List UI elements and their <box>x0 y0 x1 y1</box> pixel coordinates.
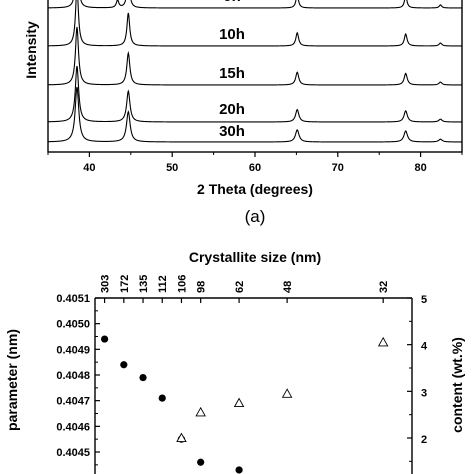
lattice-parameter-axis-label: parameter (nm) <box>4 329 20 431</box>
left-tick-label: 0.4047 <box>56 396 90 408</box>
top-tick-label: 62 <box>234 281 246 293</box>
xrd-x-ticks: 40 50 60 70 80 <box>47 152 463 174</box>
left-tick-label: 0.4050 <box>56 319 90 331</box>
top-tick-label: 48 <box>282 281 294 293</box>
right-tick-label: 4 <box>421 341 428 353</box>
top-tick-label: 172 <box>119 275 131 293</box>
left-tick-label: 0.4049 <box>56 344 90 356</box>
content-point <box>233 397 245 408</box>
lattice-parameter-point <box>139 373 147 382</box>
crystallite-size-ticks: 303 172 135 112 106 98 62 48 32 <box>100 275 390 303</box>
xrd-trace-30h <box>47 86 462 143</box>
xrd-trace-15h <box>48 26 462 86</box>
lattice-parameter-ticks: 0.4051 0.4050 0.4049 0.4048 0.4047 0.4046 0.40… <box>56 293 100 466</box>
content-point <box>281 388 293 398</box>
lattice-parameter-point <box>235 466 243 474</box>
xrd-trace-0h <box>48 0 462 9</box>
left-tick-label: 0.4051 <box>56 293 90 305</box>
sample-label-20h: 20h <box>219 101 245 118</box>
lattice-parameter-point <box>197 458 205 466</box>
top-tick-label: 32 <box>378 281 390 293</box>
content-point <box>176 432 187 443</box>
top-tick-label: 112 <box>157 275 169 293</box>
xrd-x-tick-label: 40 <box>83 162 95 174</box>
xrd-panel: 40 50 60 70 80 0h 10h 15h 20h 30h Intensity 2 Th… <box>23 0 463 226</box>
sample-label-10h: 10h <box>219 26 245 43</box>
lattice-parameter-point <box>120 361 128 369</box>
sample-label-0h: 0h <box>223 0 241 5</box>
xrd-traces <box>47 0 462 143</box>
sample-label-15h: 15h <box>219 65 245 82</box>
content-ticks: 5 4 3 2 <box>407 294 428 462</box>
left-tick-label: 0.4046 <box>56 421 90 433</box>
right-tick-label: 5 <box>421 294 427 306</box>
content-axis-label: content (wt.%) <box>449 337 465 433</box>
content-points <box>176 336 389 443</box>
xrd-x-tick-label: 50 <box>166 162 178 174</box>
sample-label-30h: 30h <box>219 123 245 140</box>
xrd-plot-frame <box>47 0 463 153</box>
lattice-panel: Crystallite size (nm) 303 172 135 112 106 98 6… <box>4 249 465 474</box>
top-tick-label: 106 <box>176 275 188 293</box>
top-tick-label: 98 <box>196 281 208 293</box>
xrd-x-axis-label: 2 Theta (degrees) <box>197 181 313 197</box>
lattice-parameter-points <box>101 335 243 474</box>
xrd-y-axis-label: Intensity <box>23 21 39 79</box>
content-point <box>377 336 389 347</box>
xrd-trace-10h <box>47 0 462 47</box>
left-tick-label: 0.4048 <box>56 370 90 382</box>
content-point <box>195 406 206 417</box>
xrd-sample-labels: 0h 10h 15h 20h 30h <box>219 0 245 140</box>
right-tick-label: 3 <box>421 387 427 399</box>
right-tick-label: 2 <box>421 434 427 446</box>
xrd-x-tick-label: 60 <box>249 162 261 174</box>
xrd-trace-20h <box>47 65 462 123</box>
left-tick-label: 0.4045 <box>56 447 90 459</box>
crystallite-size-axis-label: Crystallite size (nm) <box>189 249 321 265</box>
xrd-x-tick-label: 80 <box>414 162 426 174</box>
top-tick-label: 135 <box>138 275 150 293</box>
panel-label-a: (a) <box>245 207 266 226</box>
top-tick-label: 303 <box>100 275 112 293</box>
lattice-parameter-point <box>158 394 166 402</box>
xrd-x-tick-label: 70 <box>332 162 344 174</box>
lattice-parameter-point <box>101 335 109 343</box>
